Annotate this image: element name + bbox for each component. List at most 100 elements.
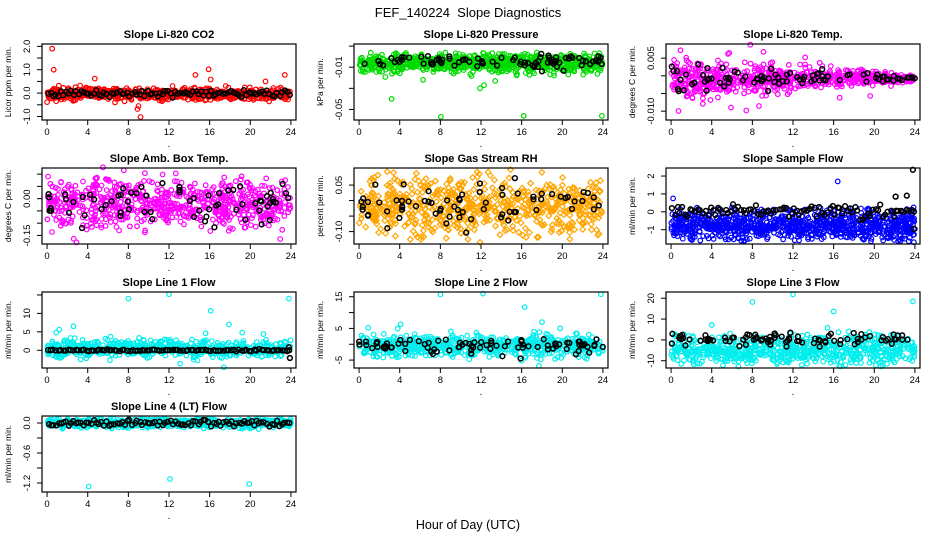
y-tick-label: -0.15 — [22, 225, 33, 247]
x-tick-label: 20 — [869, 251, 880, 262]
panel-svg-sample-flow: Slope Sample Flow ml/min per min. 2 1 0 -1 0 4 8… — [627, 153, 921, 274]
x-tick-label: 16 — [516, 127, 527, 138]
x-tick-label: 16 — [204, 375, 215, 386]
panel-sample-flow: Slope Sample Flow ml/min per min. 2 1 0 -1 0 4 8… — [624, 150, 936, 274]
y-tick-label: 0.005 — [646, 46, 657, 70]
panel-svg-line1-flow: Slope Line 1 Flow ml/min per min. 10 5 0 0 4 8 1… — [3, 277, 297, 398]
y-axis-label: degrees C per min. — [627, 46, 637, 118]
x-tick-label: 20 — [245, 251, 256, 262]
series-interval_mean-points — [358, 174, 602, 236]
x-tick-label: 16 — [828, 127, 839, 138]
x-tick-label: 0 — [44, 499, 49, 510]
plot-box — [41, 291, 297, 369]
plot-box — [665, 43, 921, 121]
x-tick-label: 8 — [750, 375, 755, 386]
x-tick-label: 4 — [709, 127, 714, 138]
panel-line4-lt-flow: Slope Line 4 (LT) Flow ml/min per min. 0.0… — [0, 398, 312, 522]
x-tick-label: 24 — [598, 251, 609, 262]
series-interval_mean-points — [668, 61, 918, 95]
x-tick-label: 8 — [438, 375, 443, 386]
panel-title: Slope Line 1 Flow — [123, 277, 216, 289]
series-interval_mean-points — [44, 344, 294, 362]
y-tick-label: 0.0 — [22, 416, 33, 429]
x-tick-label: 20 — [869, 375, 880, 386]
x-tick-label: 12 — [164, 499, 175, 510]
x-tick-label: 16 — [204, 251, 215, 262]
x-tick-label: 24 — [286, 499, 297, 510]
y-tick-label: 2.0 — [22, 40, 33, 53]
plot-box — [41, 43, 297, 121]
plot-box — [353, 43, 609, 121]
y-tick-label: 15 — [334, 291, 345, 302]
x-tick-label: 16 — [516, 251, 527, 262]
panel-x-label: . — [480, 263, 483, 274]
panel-x-label: . — [792, 387, 795, 398]
panel-line1-flow: Slope Line 1 Flow ml/min per min. 10 5 0 0 4 8 1… — [0, 274, 312, 398]
x-tick-label: 20 — [557, 251, 568, 262]
x-tick-label: 0 — [356, 251, 361, 262]
panel-x-label: . — [480, 139, 483, 150]
panel-x-label: . — [168, 139, 171, 150]
x-tick-label: 16 — [828, 251, 839, 262]
x-tick-label: 12 — [788, 251, 799, 262]
panel-line2-flow: Slope Line 2 Flow ml/min per min. 15 5 -5 0 4 8… — [312, 274, 624, 398]
panel-svg-line3-flow: Slope Line 3 Flow ml/min per min. 20 10 0 -10… — [627, 277, 921, 398]
x-tick-label: 12 — [164, 251, 175, 262]
x-tick-label: 0 — [44, 251, 49, 262]
x-tick-label: 20 — [557, 127, 568, 138]
x-tick-label: 16 — [204, 499, 215, 510]
x-tick-label: 4 — [397, 375, 402, 386]
series-interval_mean-points — [361, 50, 605, 75]
series-raw-points — [668, 291, 918, 370]
y-tick-label: -1 — [646, 225, 657, 233]
y-tick-label: -0.10 — [334, 221, 345, 243]
panel-line3-flow: Slope Line 3 Flow ml/min per min. 20 10 0 -10… — [624, 274, 936, 398]
y-axis-label: ml/min per min. — [627, 177, 637, 235]
y-tick-label: 10 — [22, 308, 33, 319]
y-axis-label: ml/min per min. — [315, 301, 325, 359]
x-tick-label: 4 — [397, 127, 402, 138]
x-tick-label: 24 — [286, 251, 297, 262]
panel-title: Slope Gas Stream RH — [424, 153, 537, 165]
y-tick-label: 0 — [22, 348, 33, 353]
panel-title: Slope Line 2 Flow — [435, 277, 528, 289]
panel-li820-pressure: Slope Li-820 Pressure kPa per min. -0.01 -0… — [312, 26, 624, 150]
y-tick-label: 2 — [646, 173, 657, 178]
y-tick-label: -0.05 — [334, 99, 345, 121]
x-tick-label: 4 — [85, 375, 90, 386]
panel-title: Slope Line 4 (LT) Flow — [111, 401, 227, 413]
y-tick-label: 10 — [646, 314, 657, 325]
panel-x-label: . — [792, 139, 795, 150]
x-tick-label: 8 — [126, 251, 131, 262]
panel-x-label: . — [168, 511, 171, 522]
x-tick-label: 16 — [828, 375, 839, 386]
x-tick-label: 12 — [476, 251, 487, 262]
y-tick-label: 5 — [334, 326, 345, 331]
y-axis-label: ml/min per min. — [3, 425, 13, 483]
series-interval_mean-points — [45, 180, 292, 232]
panel-title: Slope Li-820 Temp. — [743, 29, 842, 41]
series-interval_mean-points — [668, 329, 911, 350]
y-tick-label: 0.0 — [22, 86, 33, 99]
x-tick-label: 24 — [598, 127, 609, 138]
y-axis-label: Licor ppm per min. — [3, 47, 13, 117]
x-tick-label: 20 — [245, 499, 256, 510]
x-tick-label: 4 — [85, 499, 90, 510]
x-tick-label: 4 — [709, 251, 714, 262]
series-interval_mean-points — [668, 166, 918, 232]
x-tick-label: 8 — [126, 127, 131, 138]
y-tick-label: -0.6 — [22, 445, 33, 461]
x-tick-label: 16 — [516, 375, 527, 386]
x-tick-label: 24 — [910, 251, 921, 262]
x-tick-label: 24 — [598, 375, 609, 386]
series-raw-points — [44, 45, 293, 120]
panel-svg-line2-flow: Slope Line 2 Flow ml/min per min. 15 5 -5 0 4 8… — [315, 277, 609, 398]
y-tick-label: -0.010 — [646, 98, 657, 125]
y-tick-label: -0.01 — [334, 56, 345, 78]
y-tick-label: 0 — [646, 209, 657, 214]
x-tick-label: 8 — [750, 251, 755, 262]
x-tick-label: 8 — [438, 251, 443, 262]
panel-title: Slope Amb. Box Temp. — [110, 153, 229, 165]
